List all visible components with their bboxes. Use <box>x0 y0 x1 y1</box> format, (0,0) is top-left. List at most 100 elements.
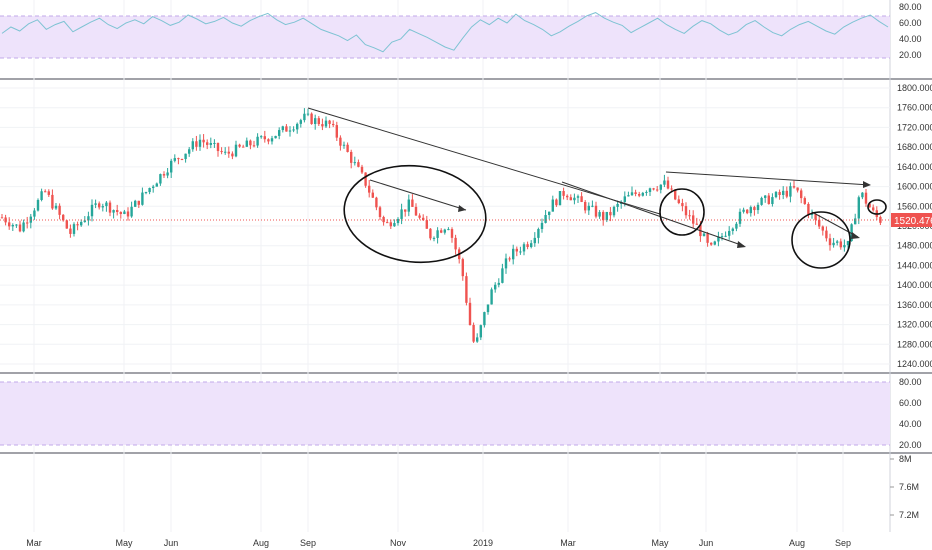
candle-body <box>368 185 371 193</box>
candle-body <box>764 195 767 198</box>
candle-body <box>303 113 306 121</box>
candle-body <box>238 144 241 147</box>
rsi-top-tick: 40.00 <box>899 34 922 44</box>
candle-body <box>868 203 871 208</box>
volume-tick: 8M <box>899 454 912 464</box>
volume-tick: 7.6M <box>899 482 919 492</box>
candle-body <box>483 312 486 326</box>
trendline-nov-arrow <box>458 205 466 212</box>
candle-body <box>317 118 320 125</box>
rsi-top-tick: 80.00 <box>899 2 922 12</box>
candle-body <box>508 258 511 260</box>
candle-body <box>792 186 796 188</box>
candle-body <box>364 172 367 186</box>
candle-body <box>418 215 421 218</box>
candle-body <box>735 223 738 229</box>
rsi-top-axis: 80.00 60.00 40.00 20.00 <box>899 2 922 60</box>
candle-body <box>512 248 515 260</box>
candle-body <box>393 223 396 227</box>
candle-body <box>490 289 493 305</box>
rsi-top-band <box>0 16 890 58</box>
candle-body <box>198 139 202 147</box>
candle-body <box>202 139 205 143</box>
price-gridlines <box>0 87 890 365</box>
price-badge: 1520.476 <box>891 213 932 227</box>
candle-body <box>746 209 749 214</box>
candle-body <box>832 242 835 246</box>
candle-body <box>321 124 324 127</box>
candle-body <box>616 203 619 207</box>
price-tick: 1440.000 <box>897 260 932 270</box>
candle-body <box>501 268 504 283</box>
rsi-bottom-axis: 80.00 60.00 40.00 20.00 <box>899 377 922 450</box>
candle-body <box>87 216 90 221</box>
candle-body <box>591 205 594 207</box>
candle-body <box>656 189 659 191</box>
candle-body <box>569 197 572 201</box>
candle-body <box>378 207 382 217</box>
candle-body <box>357 162 360 167</box>
candle-body <box>609 211 612 216</box>
candle-body <box>720 236 724 238</box>
price-tick: 1640.000 <box>897 162 932 172</box>
vertical-gridlines <box>33 0 844 532</box>
candle-body <box>731 228 734 231</box>
candle-body <box>141 192 144 205</box>
x-tick-label: 2019 <box>473 538 493 548</box>
candle-body <box>450 229 454 238</box>
candle-body <box>782 190 785 196</box>
volume-tick: 7.2M <box>899 510 919 520</box>
rsi-bottom-panel <box>0 381 890 446</box>
candle-body <box>328 120 331 124</box>
candle-body <box>310 113 313 125</box>
time-axis: Mar May Jun Aug Sep Nov 2019 Mar May Jun Aug Sep <box>26 538 851 548</box>
candle-body <box>119 212 122 214</box>
candle-body <box>382 216 385 223</box>
candle-body <box>339 137 342 146</box>
candle-body <box>753 207 756 211</box>
candle-body <box>404 209 407 212</box>
candle-body <box>785 190 788 197</box>
candle-body <box>407 199 410 212</box>
candle-body <box>479 325 482 338</box>
candle-body <box>260 136 263 138</box>
candle-body <box>288 130 292 132</box>
candle-body <box>634 192 637 195</box>
candle-body <box>274 135 277 139</box>
candle-body <box>22 222 25 232</box>
candle-body <box>209 143 212 145</box>
candle-body <box>803 198 806 204</box>
candle-body <box>836 241 839 243</box>
candle-body <box>188 149 191 154</box>
candle-body <box>72 224 76 234</box>
candle-body <box>821 226 824 231</box>
candle-body <box>706 233 709 243</box>
candle-body <box>386 222 389 224</box>
candle-body <box>555 199 558 206</box>
trendline-nov <box>369 179 467 211</box>
candle-body <box>51 194 54 209</box>
rsi-bottom-tick: 80.00 <box>899 377 922 387</box>
candle-body <box>234 144 238 157</box>
candle-body <box>123 211 126 214</box>
candle-body <box>522 244 526 252</box>
candle-body <box>638 194 641 196</box>
candle-body <box>26 222 29 224</box>
trendline-mar <box>561 181 745 247</box>
candle-body <box>544 214 547 223</box>
candle-body <box>162 174 166 176</box>
x-tick-label: May <box>651 538 669 548</box>
price-tick: 1680.000 <box>897 142 932 152</box>
candle-body <box>713 241 716 245</box>
price-axis: 1800.000 1760.000 1720.000 1680.000 1640.000… <box>897 83 932 369</box>
candle-body <box>101 206 104 208</box>
rsi-bottom-band <box>0 382 890 445</box>
candle-body <box>594 205 598 217</box>
circle-sep <box>867 199 887 215</box>
candle-body <box>778 191 781 196</box>
candle-body <box>414 206 418 216</box>
candle-body <box>296 123 299 130</box>
candle-body <box>314 118 317 125</box>
candle-body <box>504 258 508 269</box>
